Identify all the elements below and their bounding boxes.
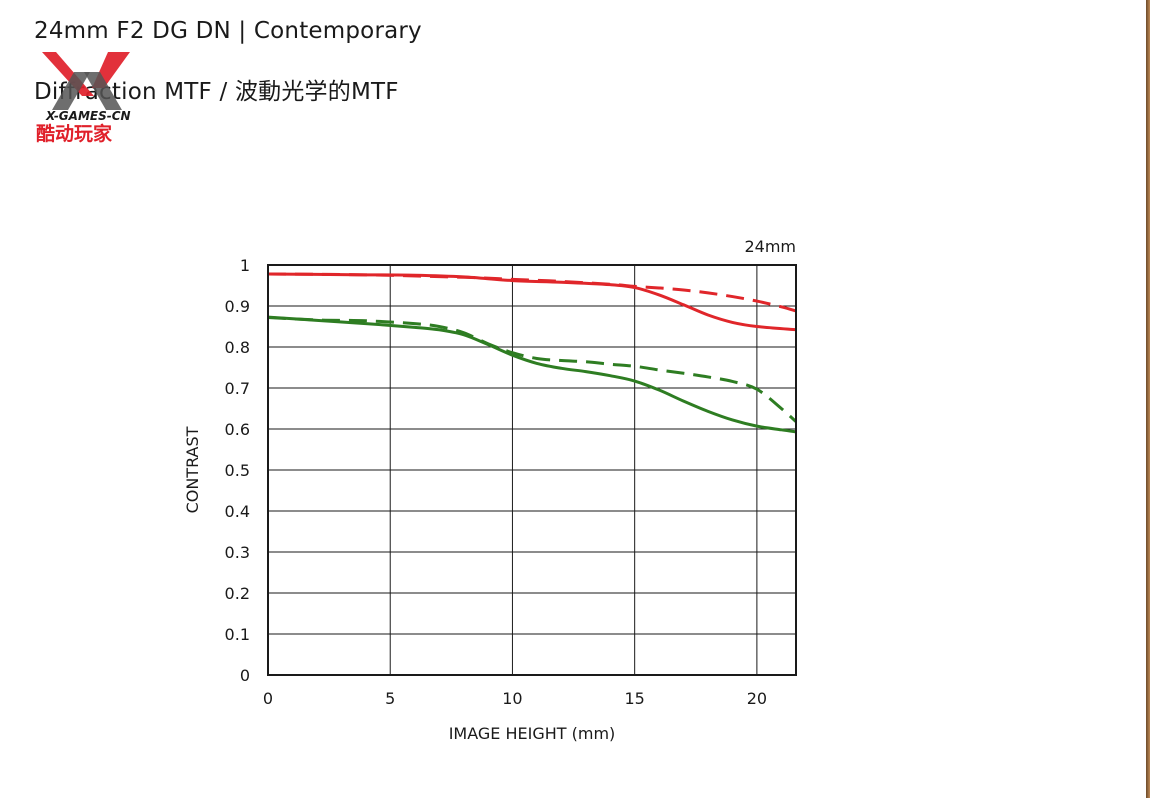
y-tick-label: 0.2 [225,584,250,603]
x-tick-label: 20 [747,689,767,708]
y-tick-label: 1 [240,256,250,275]
y-tick-label: 0 [240,666,250,685]
x-tick-label: 15 [624,689,644,708]
series-lines [267,272,798,434]
x-axis-title: IMAGE HEIGHT (mm) [449,724,616,743]
x-tick-labels: 0 5 10 15 20 [263,689,767,708]
y-axis-title: CONTRAST [183,426,202,513]
series-line-4-dashed [267,315,798,423]
plot-frame [267,264,797,676]
series-line-2-dashed [267,272,797,313]
series-line-3-solid [267,315,797,434]
focal-length-annotation: 24mm [744,237,796,256]
y-tick-label: 0.5 [225,461,250,480]
y-tick-label: 0.9 [225,297,250,316]
x-tick-label: 10 [502,689,522,708]
y-tick-label: 0.1 [225,625,250,644]
grid-lines [268,265,796,675]
y-tick-label: 0.4 [225,502,250,521]
window-edge [1146,0,1150,798]
watermark-x-mark [42,52,130,110]
y-tick-label: 0.7 [225,379,250,398]
y-tick-label: 0.8 [225,338,250,357]
y-tick-label: 0.3 [225,543,250,562]
watermark-text-bottom: 酷动玩家 [36,122,113,144]
x-tick-label: 5 [385,689,395,708]
y-tick-label: 0.6 [225,420,250,439]
watermark-logo: X-GAMES-CN 酷动玩家 [36,52,131,144]
page-title: 24mm F2 DG DN | Contemporary [34,18,422,44]
y-tick-labels: 0 0.1 0.2 0.3 0.4 0.5 0.6 0.7 0.8 0.9 1 [225,256,250,685]
x-tick-label: 0 [263,689,273,708]
watermark-text-top: X-GAMES-CN [45,109,131,123]
